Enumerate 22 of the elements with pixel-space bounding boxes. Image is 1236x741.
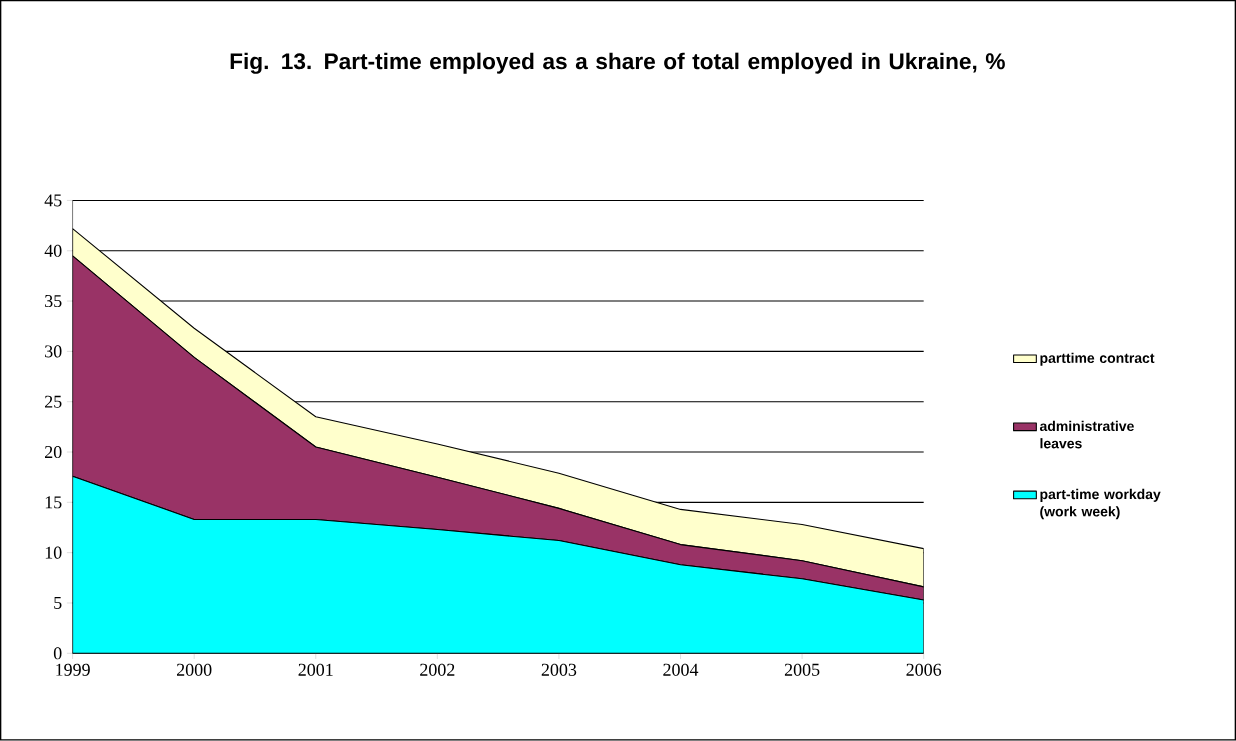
y-tick-label: 25 <box>45 395 62 408</box>
chart-title: Fig. 13. Part-time employed as a share of total employed in Ukraine, % <box>230 52 1005 75</box>
x-tick-label: 2002 <box>420 663 455 677</box>
x-tick-label: 2001 <box>298 663 333 677</box>
y-tick-label: 0 <box>53 647 62 660</box>
y-tick-label: 30 <box>45 345 62 358</box>
y-tick-label: 40 <box>44 244 62 258</box>
y-tick-label: 35 <box>45 295 62 308</box>
x-tick-label: 2005 <box>784 663 820 677</box>
y-tick-label: 45 <box>44 194 62 207</box>
x-tick-label: 2000 <box>176 663 212 677</box>
legend-label: administrative leaves <box>1039 421 1134 449</box>
y-tick-label: 5 <box>54 597 62 610</box>
x-tick-label: 2003 <box>541 663 577 677</box>
legend-label: parttime contract <box>1040 352 1155 366</box>
x-tick-label: 2006 <box>906 663 942 677</box>
x-tick-label: 2004 <box>663 663 699 677</box>
y-tick-label: 10 <box>45 546 62 559</box>
legend-label: part-time workday (work week) <box>1040 489 1161 520</box>
x-tick-label: 1999 <box>56 663 90 676</box>
y-tick-label: 20 <box>45 446 62 459</box>
y-tick-label: 15 <box>45 496 62 509</box>
